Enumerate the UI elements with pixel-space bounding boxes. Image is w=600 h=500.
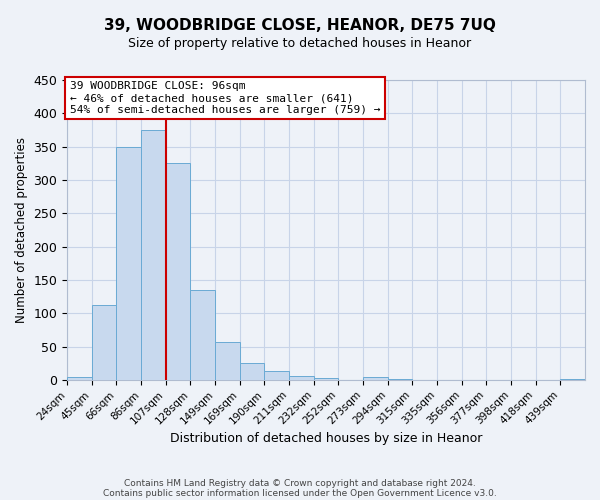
- Text: Contains public sector information licensed under the Open Government Licence v3: Contains public sector information licen…: [103, 488, 497, 498]
- Bar: [265, 370, 289, 380]
- Bar: [190, 290, 215, 380]
- Bar: [314, 378, 338, 380]
- Bar: [92, 305, 116, 380]
- Bar: [240, 363, 265, 380]
- Bar: [363, 376, 388, 380]
- Bar: [141, 130, 166, 380]
- Bar: [215, 342, 240, 380]
- X-axis label: Distribution of detached houses by size in Heanor: Distribution of detached houses by size …: [170, 432, 482, 445]
- Text: 39, WOODBRIDGE CLOSE, HEANOR, DE75 7UQ: 39, WOODBRIDGE CLOSE, HEANOR, DE75 7UQ: [104, 18, 496, 32]
- Text: 39 WOODBRIDGE CLOSE: 96sqm
← 46% of detached houses are smaller (641)
54% of sem: 39 WOODBRIDGE CLOSE: 96sqm ← 46% of deta…: [70, 82, 380, 114]
- Y-axis label: Number of detached properties: Number of detached properties: [15, 137, 28, 323]
- Text: Contains HM Land Registry data © Crown copyright and database right 2024.: Contains HM Land Registry data © Crown c…: [124, 478, 476, 488]
- Bar: [166, 164, 190, 380]
- Text: Size of property relative to detached houses in Heanor: Size of property relative to detached ho…: [128, 38, 472, 51]
- Bar: [67, 376, 92, 380]
- Bar: [116, 146, 141, 380]
- Bar: [560, 378, 585, 380]
- Bar: [388, 378, 412, 380]
- Bar: [289, 376, 314, 380]
